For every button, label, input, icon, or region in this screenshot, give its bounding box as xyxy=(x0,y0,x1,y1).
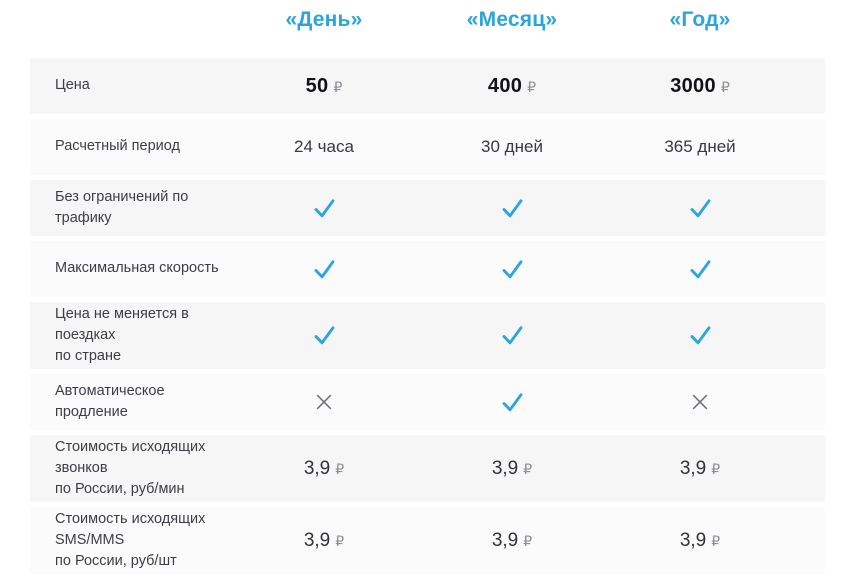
check-icon xyxy=(313,198,336,219)
cell-day xyxy=(230,393,418,411)
ruble-sign: ₽ xyxy=(335,461,345,478)
plan-header-year: «Год» xyxy=(669,8,731,31)
check-icon xyxy=(313,259,336,280)
cell-value: 3,9 xyxy=(679,457,707,479)
check-icon xyxy=(689,259,712,280)
cell-month: 3,9 ₽ xyxy=(418,530,606,552)
cross-icon xyxy=(691,393,709,411)
check-icon xyxy=(689,198,712,219)
check-icon xyxy=(689,325,712,346)
cell-month: 30 дней xyxy=(418,137,606,157)
ruble-sign: ₽ xyxy=(527,79,537,96)
cell-value: 3000 xyxy=(670,74,716,97)
ruble-sign: ₽ xyxy=(333,79,343,96)
cross-icon xyxy=(315,393,333,411)
table-row: Цена не меняется в поездках по стране xyxy=(30,302,825,369)
check-icon xyxy=(313,325,336,346)
ruble-sign: ₽ xyxy=(335,533,345,550)
row-label: Стоимость исходящих звонков по России, ру… xyxy=(55,438,206,497)
cell-year xyxy=(606,393,794,411)
table-row: Автоматическое продление xyxy=(30,374,825,430)
row-label: Цена не меняется в поездках по стране xyxy=(55,305,189,364)
cell-month xyxy=(418,198,606,219)
tariff-comparison-table: «День» «Месяц» «Год» Цена 50 ₽ 400 ₽ 3000 ₽… xyxy=(30,0,825,574)
cell-day: 3,9 ₽ xyxy=(230,458,418,480)
cell-year: 3,9 ₽ xyxy=(606,530,794,552)
row-label: Автоматическое продление xyxy=(55,382,165,420)
row-label: Стоимость исходящих SMS/MMS по России, ру… xyxy=(55,510,206,569)
cell-year: 3000 ₽ xyxy=(606,75,794,98)
row-label: Максимальная скорость xyxy=(55,260,219,277)
ruble-sign: ₽ xyxy=(523,461,533,478)
plan-header-day: «День» xyxy=(285,8,363,31)
ruble-sign: ₽ xyxy=(711,461,721,478)
ruble-sign: ₽ xyxy=(523,533,533,550)
cell-month: 400 ₽ xyxy=(418,75,606,98)
check-icon xyxy=(501,198,524,219)
cell-value: 400 xyxy=(487,74,523,97)
cell-month xyxy=(418,392,606,413)
table-row: Стоимость исходящих SMS/MMS по России, ру… xyxy=(30,507,825,574)
cell-value: 3,9 xyxy=(679,529,707,551)
table-row: Расчетный период 24 часа 30 дней 365 дне… xyxy=(30,119,825,175)
row-label: Расчетный период xyxy=(55,138,180,155)
cell-year: 3,9 ₽ xyxy=(606,458,794,480)
cell-value: 3,9 xyxy=(491,529,519,551)
cell-day xyxy=(230,325,418,346)
cell-day: 3,9 ₽ xyxy=(230,530,418,552)
plan-header-row: «День» «Месяц» «Год» xyxy=(30,0,825,58)
ruble-sign: ₽ xyxy=(720,79,730,96)
cell-value: 3,9 xyxy=(303,457,331,479)
cell-day: 24 часа xyxy=(230,137,418,157)
cell-day xyxy=(230,259,418,280)
cell-year xyxy=(606,259,794,280)
cell-value: 24 часа xyxy=(294,137,354,156)
table-row: Без ограничений по трафику xyxy=(30,180,825,236)
cell-year: 365 дней xyxy=(606,137,794,157)
cell-day: 50 ₽ xyxy=(230,75,418,98)
cell-month: 3,9 ₽ xyxy=(418,458,606,480)
table-row: Стоимость исходящих звонков по России, ру… xyxy=(30,435,825,502)
cell-value: 3,9 xyxy=(303,529,331,551)
plan-header-month: «Месяц» xyxy=(466,8,558,31)
cell-day xyxy=(230,198,418,219)
table-body: Цена 50 ₽ 400 ₽ 3000 ₽ Расчетный период 24 … xyxy=(30,58,825,574)
cell-year xyxy=(606,325,794,346)
ruble-sign: ₽ xyxy=(711,533,721,550)
table-row: Максимальная скорость xyxy=(30,241,825,297)
cell-value: 3,9 xyxy=(491,457,519,479)
table-row: Цена 50 ₽ 400 ₽ 3000 ₽ xyxy=(30,58,825,114)
row-label: Без ограничений по трафику xyxy=(55,188,189,226)
check-icon xyxy=(501,259,524,280)
cell-value: 50 xyxy=(305,74,329,97)
cell-value: 30 дней xyxy=(481,137,543,156)
cell-month xyxy=(418,325,606,346)
cell-year xyxy=(606,198,794,219)
check-icon xyxy=(501,325,524,346)
row-label: Цена xyxy=(55,77,90,94)
cell-month xyxy=(418,259,606,280)
cell-value: 365 дней xyxy=(664,137,736,156)
check-icon xyxy=(501,392,524,413)
